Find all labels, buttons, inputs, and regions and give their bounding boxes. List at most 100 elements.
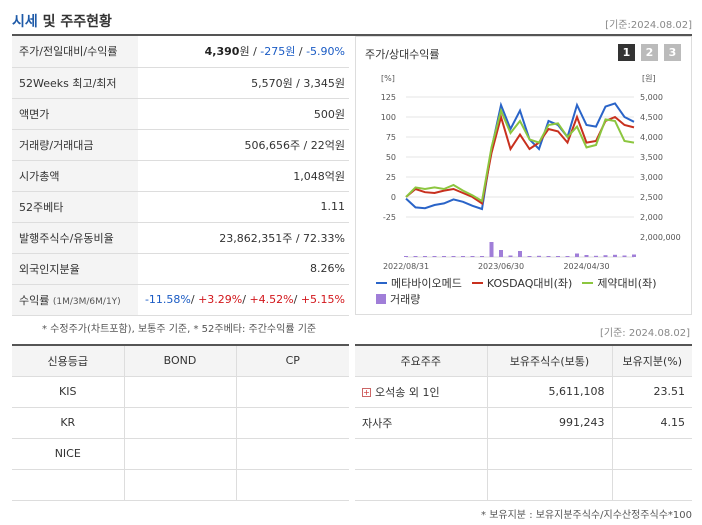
- major-holders-table: 주요주주 보유주식수(보통) 보유지분(%) + 오석송 외 1인 5,611,108 23…: [355, 346, 692, 501]
- holder-pct: [611, 469, 692, 501]
- right-tick-label: 3,000: [640, 173, 663, 182]
- stat-value-part: 506,656주 / 22억원: [244, 138, 345, 152]
- credit-header: 신용등급: [12, 346, 124, 377]
- table-row: [355, 469, 692, 501]
- credit-rating-table: 신용등급 BOND CP KIS KR NICE: [12, 346, 349, 501]
- holders-footnote: * 보유지분 : 보유지분주식수/지수산정주식수*100: [481, 510, 692, 521]
- volume-bar: [432, 256, 437, 257]
- holder-shares: [486, 438, 612, 470]
- table-row: KR: [12, 407, 349, 439]
- legend-swatch: [376, 294, 386, 304]
- stat-label: 수익률 (1M/3M/6M/1Y): [12, 284, 138, 316]
- holder-name: [355, 469, 487, 501]
- right-axis-unit: [원]: [642, 74, 656, 83]
- credit-cell: [235, 469, 349, 501]
- legend-label: KOSDAQ대비(좌): [486, 277, 573, 290]
- holder-pct: [611, 438, 692, 470]
- stat-value-part: 8.26%: [310, 262, 345, 275]
- stat-value-part: /: [295, 45, 307, 59]
- legend-item: KOSDAQ대비(좌): [471, 275, 573, 291]
- chart-page-button[interactable]: 1: [618, 44, 635, 61]
- holders-header: 주요주주: [355, 346, 487, 377]
- x-tick-label: 2023/06/30: [478, 262, 524, 271]
- credit-cell: [123, 438, 236, 470]
- left-tick-label: -25: [383, 213, 396, 222]
- stat-label: 발행주식수/유동비율: [12, 222, 138, 254]
- right-tick-label: 2,500: [640, 193, 663, 202]
- stat-value: 506,656주 / 22억원: [138, 129, 349, 161]
- holder-name[interactable]: + 오석송 외 1인: [355, 376, 487, 408]
- volume-bar: [527, 256, 532, 257]
- holder-name-text: 오석송 외 1인: [375, 385, 440, 399]
- chart-title: 주가/상대수익률: [365, 48, 440, 61]
- page-title: 시세 및 주주현황: [12, 11, 112, 31]
- volume-bar: [499, 250, 503, 257]
- title-rest: 및 주주현황: [37, 14, 112, 30]
- divider: [12, 344, 349, 346]
- legend-swatch: [471, 282, 483, 284]
- divider: [12, 34, 692, 36]
- left-tick-label: 125: [381, 93, 396, 102]
- stat-value: -11.58%/ +3.29%/ +4.52%/ +5.15%: [138, 284, 349, 316]
- chart-page-button[interactable]: 2: [641, 44, 658, 61]
- holder-shares: [486, 469, 612, 501]
- legend-item: 거래량: [376, 291, 420, 307]
- stat-value: 8.26%: [138, 253, 349, 285]
- left-tick-label: 100: [381, 113, 396, 122]
- stat-value-part: -275원: [260, 45, 296, 59]
- stat-row: 시가총액 1,048억원: [12, 160, 349, 192]
- x-tick-label: 2024/04/30: [563, 262, 609, 271]
- table-row: KIS: [12, 376, 349, 408]
- stat-value: 1,048억원: [138, 160, 349, 192]
- left-tick-label: 75: [386, 133, 396, 142]
- series-line: [405, 107, 635, 203]
- holder-pct: 4.15: [611, 407, 692, 439]
- chart-legend: 메타바이오메드 KOSDAQ대비(좌) 제약대비(좌) 거래량: [376, 275, 686, 307]
- right-tick-label: 2,000: [640, 213, 663, 222]
- divider: [355, 344, 692, 346]
- chart-page-button[interactable]: 3: [664, 44, 681, 61]
- holder-pct: 23.51: [611, 376, 692, 408]
- volume-bar: [413, 256, 418, 257]
- holders-header: 보유지분(%): [611, 346, 692, 377]
- stat-label: 거래량/거래대금: [12, 129, 138, 161]
- volume-bar: [622, 255, 627, 257]
- title-accent: 시세: [12, 14, 38, 30]
- stat-value-part: +4.52%: [249, 293, 294, 306]
- table-row: [12, 469, 349, 501]
- stat-value-part: /: [242, 293, 250, 306]
- stat-row: 외국인지분율 8.26%: [12, 253, 349, 285]
- volume-bar: [546, 256, 551, 257]
- stat-value-part: /: [293, 293, 301, 306]
- legend-swatch: [376, 282, 387, 284]
- credit-cell: [123, 469, 236, 501]
- holder-name-text: 자사주: [362, 416, 393, 430]
- holder-name: [355, 438, 487, 470]
- stat-label: 주가/전일대비/수익률: [12, 36, 138, 68]
- stat-value-part: 1,048억원: [293, 169, 345, 183]
- stat-label: 액면가: [12, 98, 138, 130]
- stat-value: 5,570원 / 3,345원: [138, 67, 349, 99]
- table-row: + 오석송 외 1인 5,611,108 23.51: [355, 376, 692, 408]
- volume-bar: [480, 256, 484, 257]
- right-tick-label: 4,500: [640, 113, 663, 122]
- stat-label: 52주베타: [12, 191, 138, 223]
- expand-plus-icon[interactable]: +: [362, 388, 371, 397]
- chart-date-note: [기준: 2024.08.02]: [599, 328, 690, 339]
- table-row: 자사주 991,243 4.15: [355, 407, 692, 439]
- volume-bar: [404, 256, 408, 257]
- stat-value: 500원: [138, 98, 349, 130]
- stat-label: 52Weeks 최고/최저: [12, 67, 138, 99]
- volume-bar: [461, 256, 465, 257]
- stat-value-part: 23,862,351주 / 72.33%: [219, 231, 345, 245]
- stat-row: 액면가 500원: [12, 98, 349, 130]
- volume-bar: [442, 256, 446, 257]
- stat-row: 주가/전일대비/수익률 4,390원 / -275원 / -5.90%: [12, 36, 349, 68]
- table-row: NICE: [12, 438, 349, 470]
- holders-header: 보유주식수(보통): [486, 346, 612, 377]
- x-tick-label: 2022/08/31: [383, 262, 429, 271]
- stat-value: 1.11: [138, 191, 349, 223]
- volume-bar: [470, 256, 475, 257]
- credit-cell: [235, 438, 349, 470]
- holder-name: 자사주: [355, 407, 487, 439]
